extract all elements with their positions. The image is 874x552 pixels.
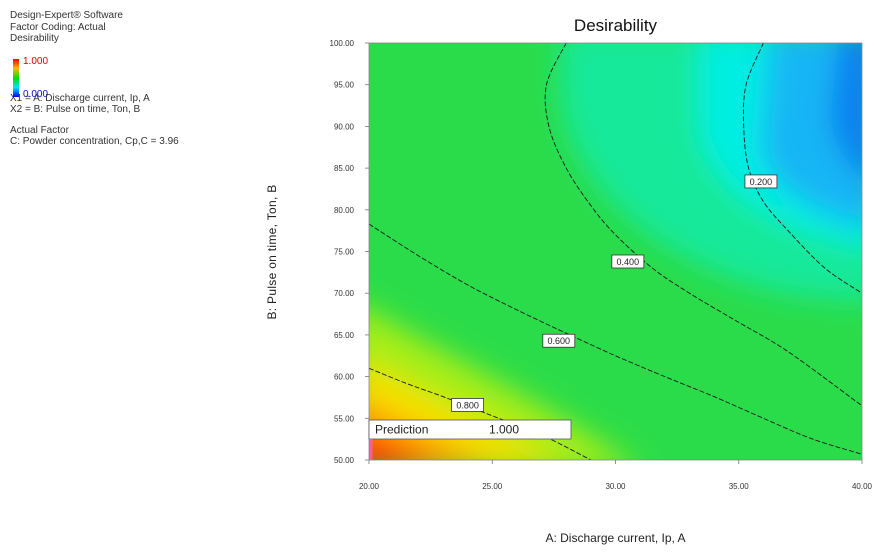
actual-factor: C: Powder concentration, Cp,C = 3.96 [10, 136, 179, 147]
y-tick-label: 65.00 [334, 331, 355, 340]
band-0-05 [830, 43, 862, 177]
response-name: Desirability [10, 33, 59, 44]
contour-label: 0.400 [617, 257, 640, 267]
y-tick-label: 95.00 [334, 81, 355, 90]
contour-label-box [542, 333, 576, 348]
info-panel: Design-Expert® Software Factor Coding: A… [10, 10, 179, 148]
color-scale-max: 1.000 [23, 56, 49, 67]
color-scale-bar [13, 59, 19, 97]
contour-line [544, 43, 862, 407]
prediction-flag: Prediction 1.000 [368, 419, 572, 460]
prediction-box [368, 419, 572, 440]
contour-label-box [744, 174, 778, 189]
y-tick-label: 90.00 [334, 122, 355, 131]
contour-label-box [451, 398, 485, 412]
x-axis-label: A: Discharge current, Ip, A [545, 531, 686, 545]
x-tick-label: 40.00 [852, 482, 873, 491]
y-tick-label: 50.00 [334, 456, 355, 465]
contour-labels: 0.800 0.600 0.400 0.200 [451, 174, 778, 412]
contour-label: 0.200 [750, 177, 773, 187]
y-tick-label: 100.00 [330, 39, 355, 48]
prediction-label: Prediction [375, 423, 428, 437]
x-tick-label: 25.00 [482, 482, 503, 491]
y-axis-ticks: 50.00 55.00 60.00 65.00 70.00 75.00 80.00 85.00… [330, 39, 369, 465]
contour-label: 0.800 [456, 400, 479, 410]
contour-line [369, 223, 862, 455]
y-tick-label: 70.00 [334, 289, 355, 298]
y-tick-label: 80.00 [334, 206, 355, 215]
factor-x2: X2 = B: Pulse on time, Ton, B [10, 104, 141, 115]
desirability-surface [369, 43, 862, 460]
software-name: Design-Expert® Software [10, 10, 123, 21]
color-scale-min: 0.000 [23, 89, 49, 100]
y-tick-label: 85.00 [334, 164, 355, 173]
chart-title: Desirability [573, 16, 658, 35]
y-tick-label: 55.00 [334, 414, 355, 423]
x-axis-ticks: 20.00 25.00 30.00 35.00 40.00 [359, 460, 873, 491]
actual-factor-heading: Actual Factor [10, 124, 69, 136]
prediction-value: 1.000 [489, 423, 519, 437]
factor-coding: Factor Coding: Actual [10, 21, 106, 33]
band-0-9 [369, 404, 480, 460]
factor-x1: X1 = A: Discharge current, Ip, A [10, 92, 150, 104]
y-tick-label: 60.00 [334, 373, 355, 382]
contour-label-box [611, 254, 645, 269]
contour-label: 0.600 [548, 336, 571, 346]
y-tick-label: 75.00 [334, 248, 355, 257]
x-tick-label: 35.00 [729, 482, 750, 491]
x-tick-label: 20.00 [359, 482, 380, 491]
band-1-0 [369, 434, 422, 460]
x-tick-label: 30.00 [605, 482, 626, 491]
